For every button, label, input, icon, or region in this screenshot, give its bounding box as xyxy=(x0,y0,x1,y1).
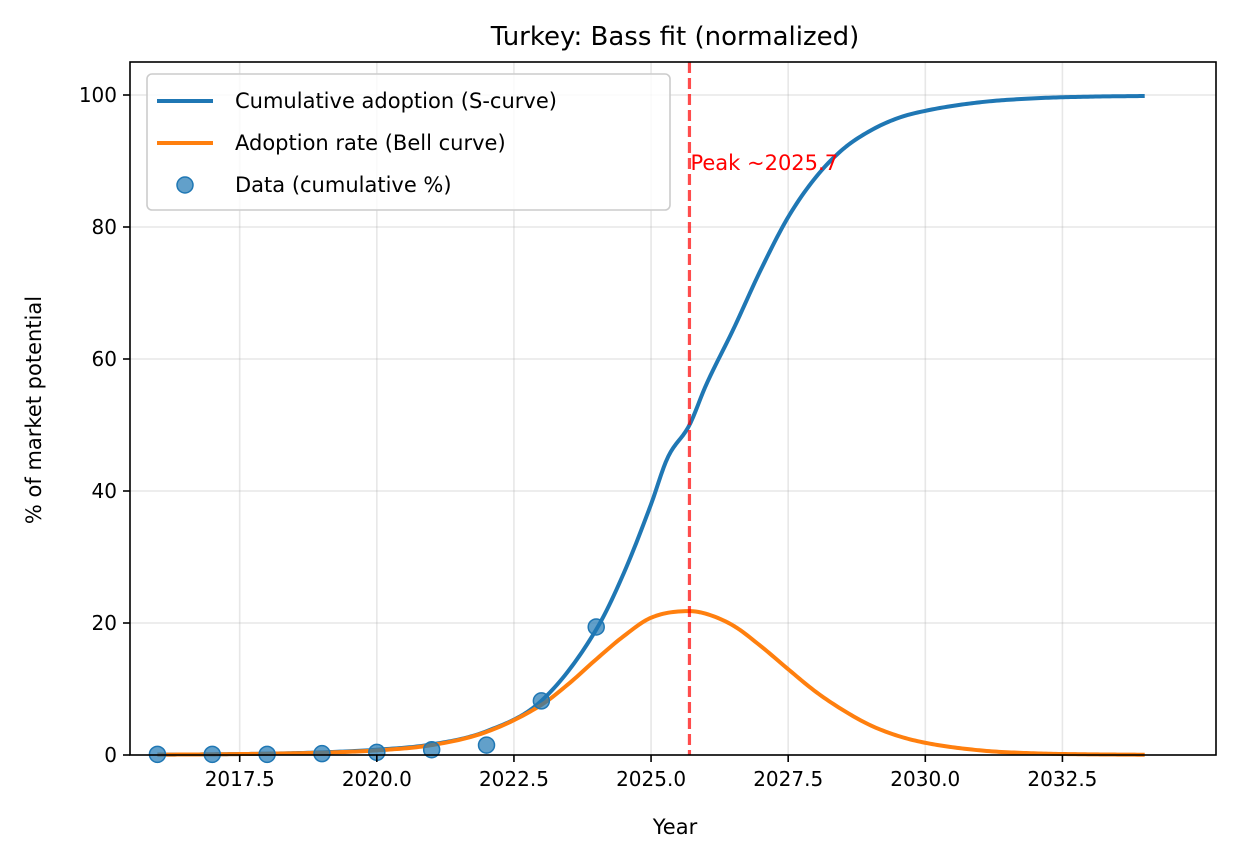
legend-label: Adoption rate (Bell curve) xyxy=(235,131,506,155)
legend-label: Cumulative adoption (S-curve) xyxy=(235,89,557,113)
x-tick-label: 2030.0 xyxy=(890,767,960,791)
data-point xyxy=(532,692,551,710)
x-tick-label: 2022.5 xyxy=(479,767,549,791)
y-tick-label: 60 xyxy=(92,347,117,371)
data-point xyxy=(422,740,441,759)
y-tick-label: 80 xyxy=(92,215,117,239)
y-tick-label: 20 xyxy=(92,611,117,635)
y-axis-label: % of market potential xyxy=(22,296,46,524)
x-tick-label: 2020.0 xyxy=(342,767,412,791)
legend-swatch-marker xyxy=(176,176,194,194)
y-tick-label: 40 xyxy=(92,479,117,503)
chart-title: Turkey: Bass fit (normalized) xyxy=(490,22,859,52)
plot-frame xyxy=(129,61,1217,756)
legend-label: Data (cumulative %) xyxy=(235,173,452,197)
x-tick-label: 2027.5 xyxy=(753,767,823,791)
x-tick-label: 2032.5 xyxy=(1027,767,1097,791)
peak-label: Peak ~2025.7 xyxy=(690,151,838,175)
data-point xyxy=(313,744,331,763)
data-point xyxy=(477,736,496,754)
legend: Cumulative adoption (S-curve) Adoption ra… xyxy=(146,73,671,211)
annotation-layer: Peak ~2025.7 xyxy=(687,62,838,755)
x-tick-label: 2025.0 xyxy=(616,767,686,791)
grid-layer xyxy=(130,62,1216,756)
x-axis-label: Year xyxy=(652,815,698,839)
tick-layer: 2017.5 2020.0 2022.5 2025.0 2027.5 2030.0 2032… xyxy=(79,83,1098,791)
y-tick-label: 100 xyxy=(79,83,117,107)
legend-box xyxy=(146,73,671,211)
data-point xyxy=(587,618,605,636)
y-tick-label: 0 xyxy=(104,743,117,767)
x-tick-label: 2017.5 xyxy=(205,767,275,791)
